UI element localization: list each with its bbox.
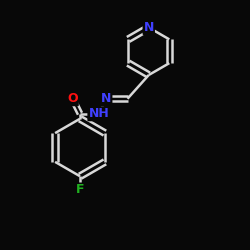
Text: NH: NH bbox=[88, 107, 109, 120]
Text: F: F bbox=[76, 184, 84, 196]
Text: O: O bbox=[67, 92, 78, 105]
Text: N: N bbox=[144, 21, 154, 34]
Text: N: N bbox=[101, 92, 112, 105]
